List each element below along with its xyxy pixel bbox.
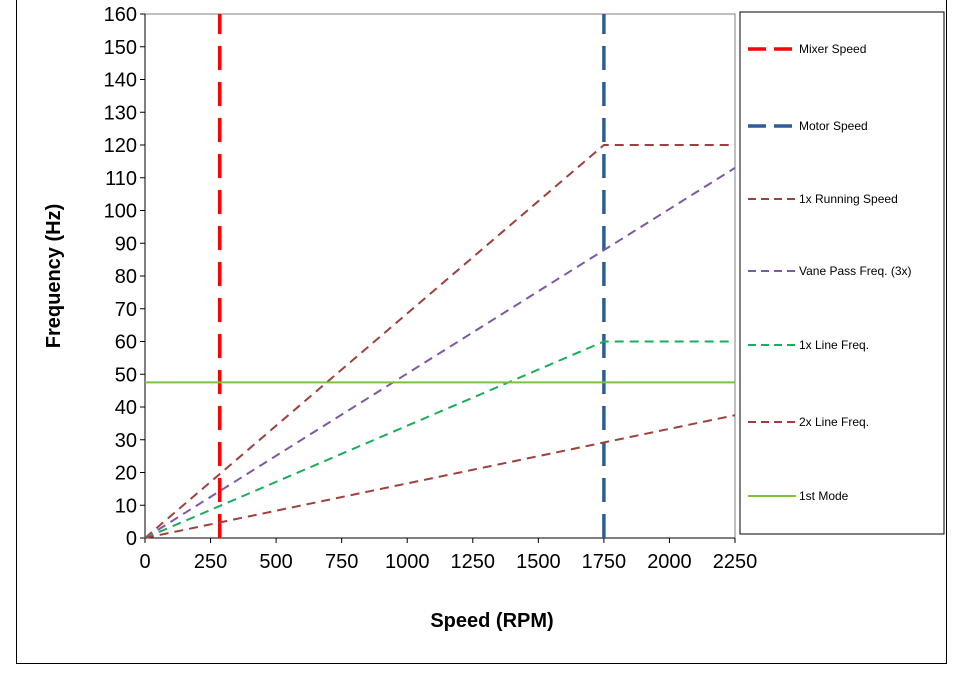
plot-background: [144, 13, 736, 539]
plot-area: [144, 13, 736, 539]
x-tick-label: 2250: [713, 551, 758, 573]
x-tick-label: 1250: [451, 551, 496, 573]
series-line-1x-running-speed: [144, 144, 735, 539]
legend: Mixer Speed Motor Speed 1x Running Speed Va…: [739, 11, 945, 535]
x-tick-label: 1750: [582, 551, 627, 573]
y-tick-label: 80: [115, 266, 137, 288]
y-tick-label: 90: [115, 233, 137, 255]
legend-label: 2x Line Freq.: [799, 415, 869, 429]
x-tick-label: 2000: [647, 551, 692, 573]
y-tick-label: 10: [115, 495, 137, 517]
y-tick-label: 100: [104, 201, 137, 223]
y-tick-label: 160: [104, 4, 137, 26]
y-tick-label: 40: [115, 397, 137, 419]
legend-label: Vane Pass Freq. (3x): [799, 264, 912, 278]
legend-label: Motor Speed: [799, 119, 868, 133]
y-tick-label: 60: [115, 332, 137, 354]
x-tick-label: 1500: [516, 551, 561, 573]
y-tick-label: 140: [104, 70, 137, 92]
y-tick-label: 120: [104, 135, 137, 157]
axes: [140, 13, 736, 543]
x-tick-label: 250: [194, 551, 227, 573]
legend-box: [739, 11, 945, 535]
legend-label: Mixer Speed: [799, 42, 866, 56]
legend-label: 1x Line Freq.: [799, 338, 869, 352]
y-tick-labels: 0 10 20 30 40 50 60 70 80 90 100 110 120 130 140 150 160: [104, 4, 137, 550]
series-line-vane-pass-freq-3x: [144, 167, 736, 539]
y-tick-label: 0: [126, 528, 137, 550]
x-tick-label: 500: [259, 551, 292, 573]
y-axis-title: Frequency (Hz): [43, 204, 65, 348]
legend-label: 1x Running Speed: [799, 192, 898, 206]
series-line-1x-line-freq: [144, 340, 735, 539]
y-tick-label: 30: [115, 430, 137, 452]
x-tick-label: 0: [139, 551, 150, 573]
x-tick-label: 1000: [385, 551, 430, 573]
x-tick-labels: 0 250 500 750 1000 1250 1500 1750 2000 2250: [139, 551, 757, 573]
y-tick-label: 110: [105, 168, 137, 190]
y-tick-label: 70: [115, 299, 137, 321]
x-tick-label: 750: [325, 551, 358, 573]
series-line-2x-line-freq: [144, 414, 736, 539]
y-tick-label: 130: [104, 102, 137, 124]
y-tick-label: 50: [115, 364, 137, 386]
x-axis-title: Speed (RPM): [430, 610, 553, 632]
y-tick-label: 20: [115, 463, 137, 485]
legend-label: 1st Mode: [799, 489, 849, 503]
y-tick-label: 150: [104, 37, 137, 59]
series-layer: [144, 14, 736, 539]
